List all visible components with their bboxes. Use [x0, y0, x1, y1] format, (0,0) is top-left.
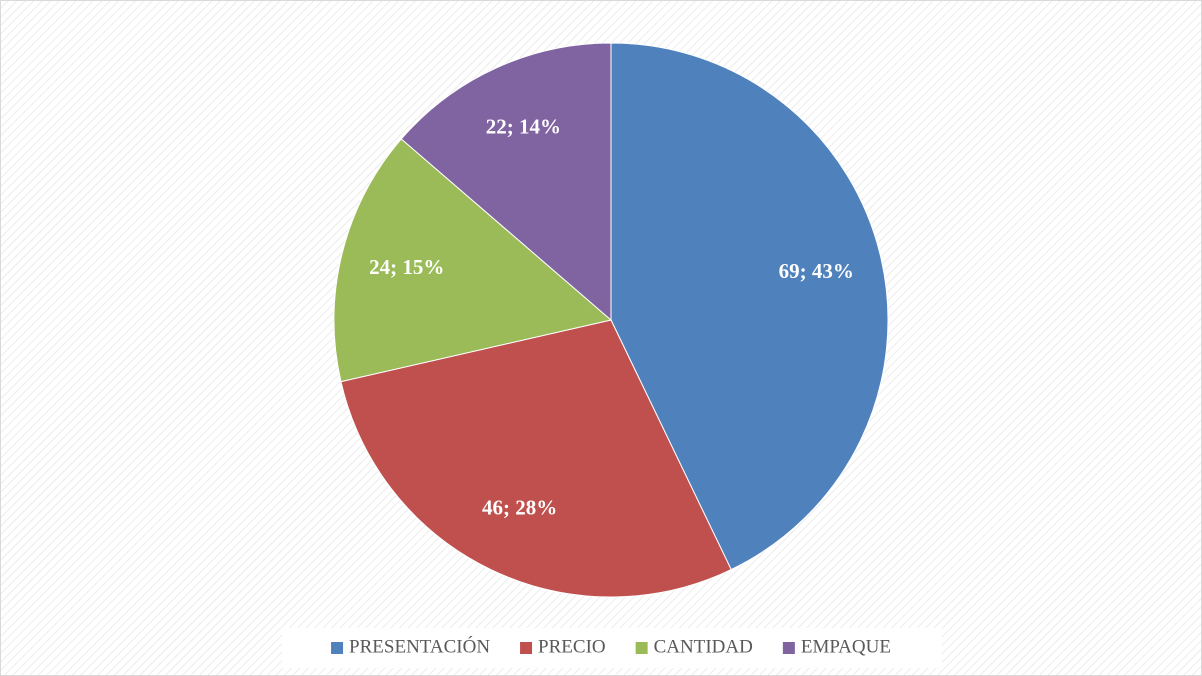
- legend-swatch: [520, 642, 533, 654]
- legend-label: PRECIO: [538, 636, 606, 657]
- legend-swatch: [635, 642, 648, 654]
- legend-swatch: [782, 642, 795, 654]
- data-label: 22; 14%: [486, 114, 561, 138]
- pie: 69; 43% 46; 28% 24; 15% 22; 14%: [333, 42, 889, 598]
- data-label: 46; 28%: [482, 495, 557, 519]
- pie-slice: [610, 42, 889, 571]
- legend-label: CANTIDAD: [654, 636, 753, 657]
- legend: PRESENTACIÓN PRECIO CANTIDAD EMPAQUE: [331, 635, 891, 657]
- legend-swatch: [331, 642, 344, 654]
- pie-slice: [400, 42, 612, 322]
- pie-slice: [333, 138, 613, 383]
- legend-label: PRESENTACIÓN: [349, 635, 490, 657]
- data-label: 24; 15%: [369, 255, 444, 279]
- data-label: 69; 43%: [779, 259, 854, 283]
- legend-box: [282, 628, 942, 668]
- pie-slice: [340, 319, 732, 598]
- legend-label: EMPAQUE: [801, 636, 891, 657]
